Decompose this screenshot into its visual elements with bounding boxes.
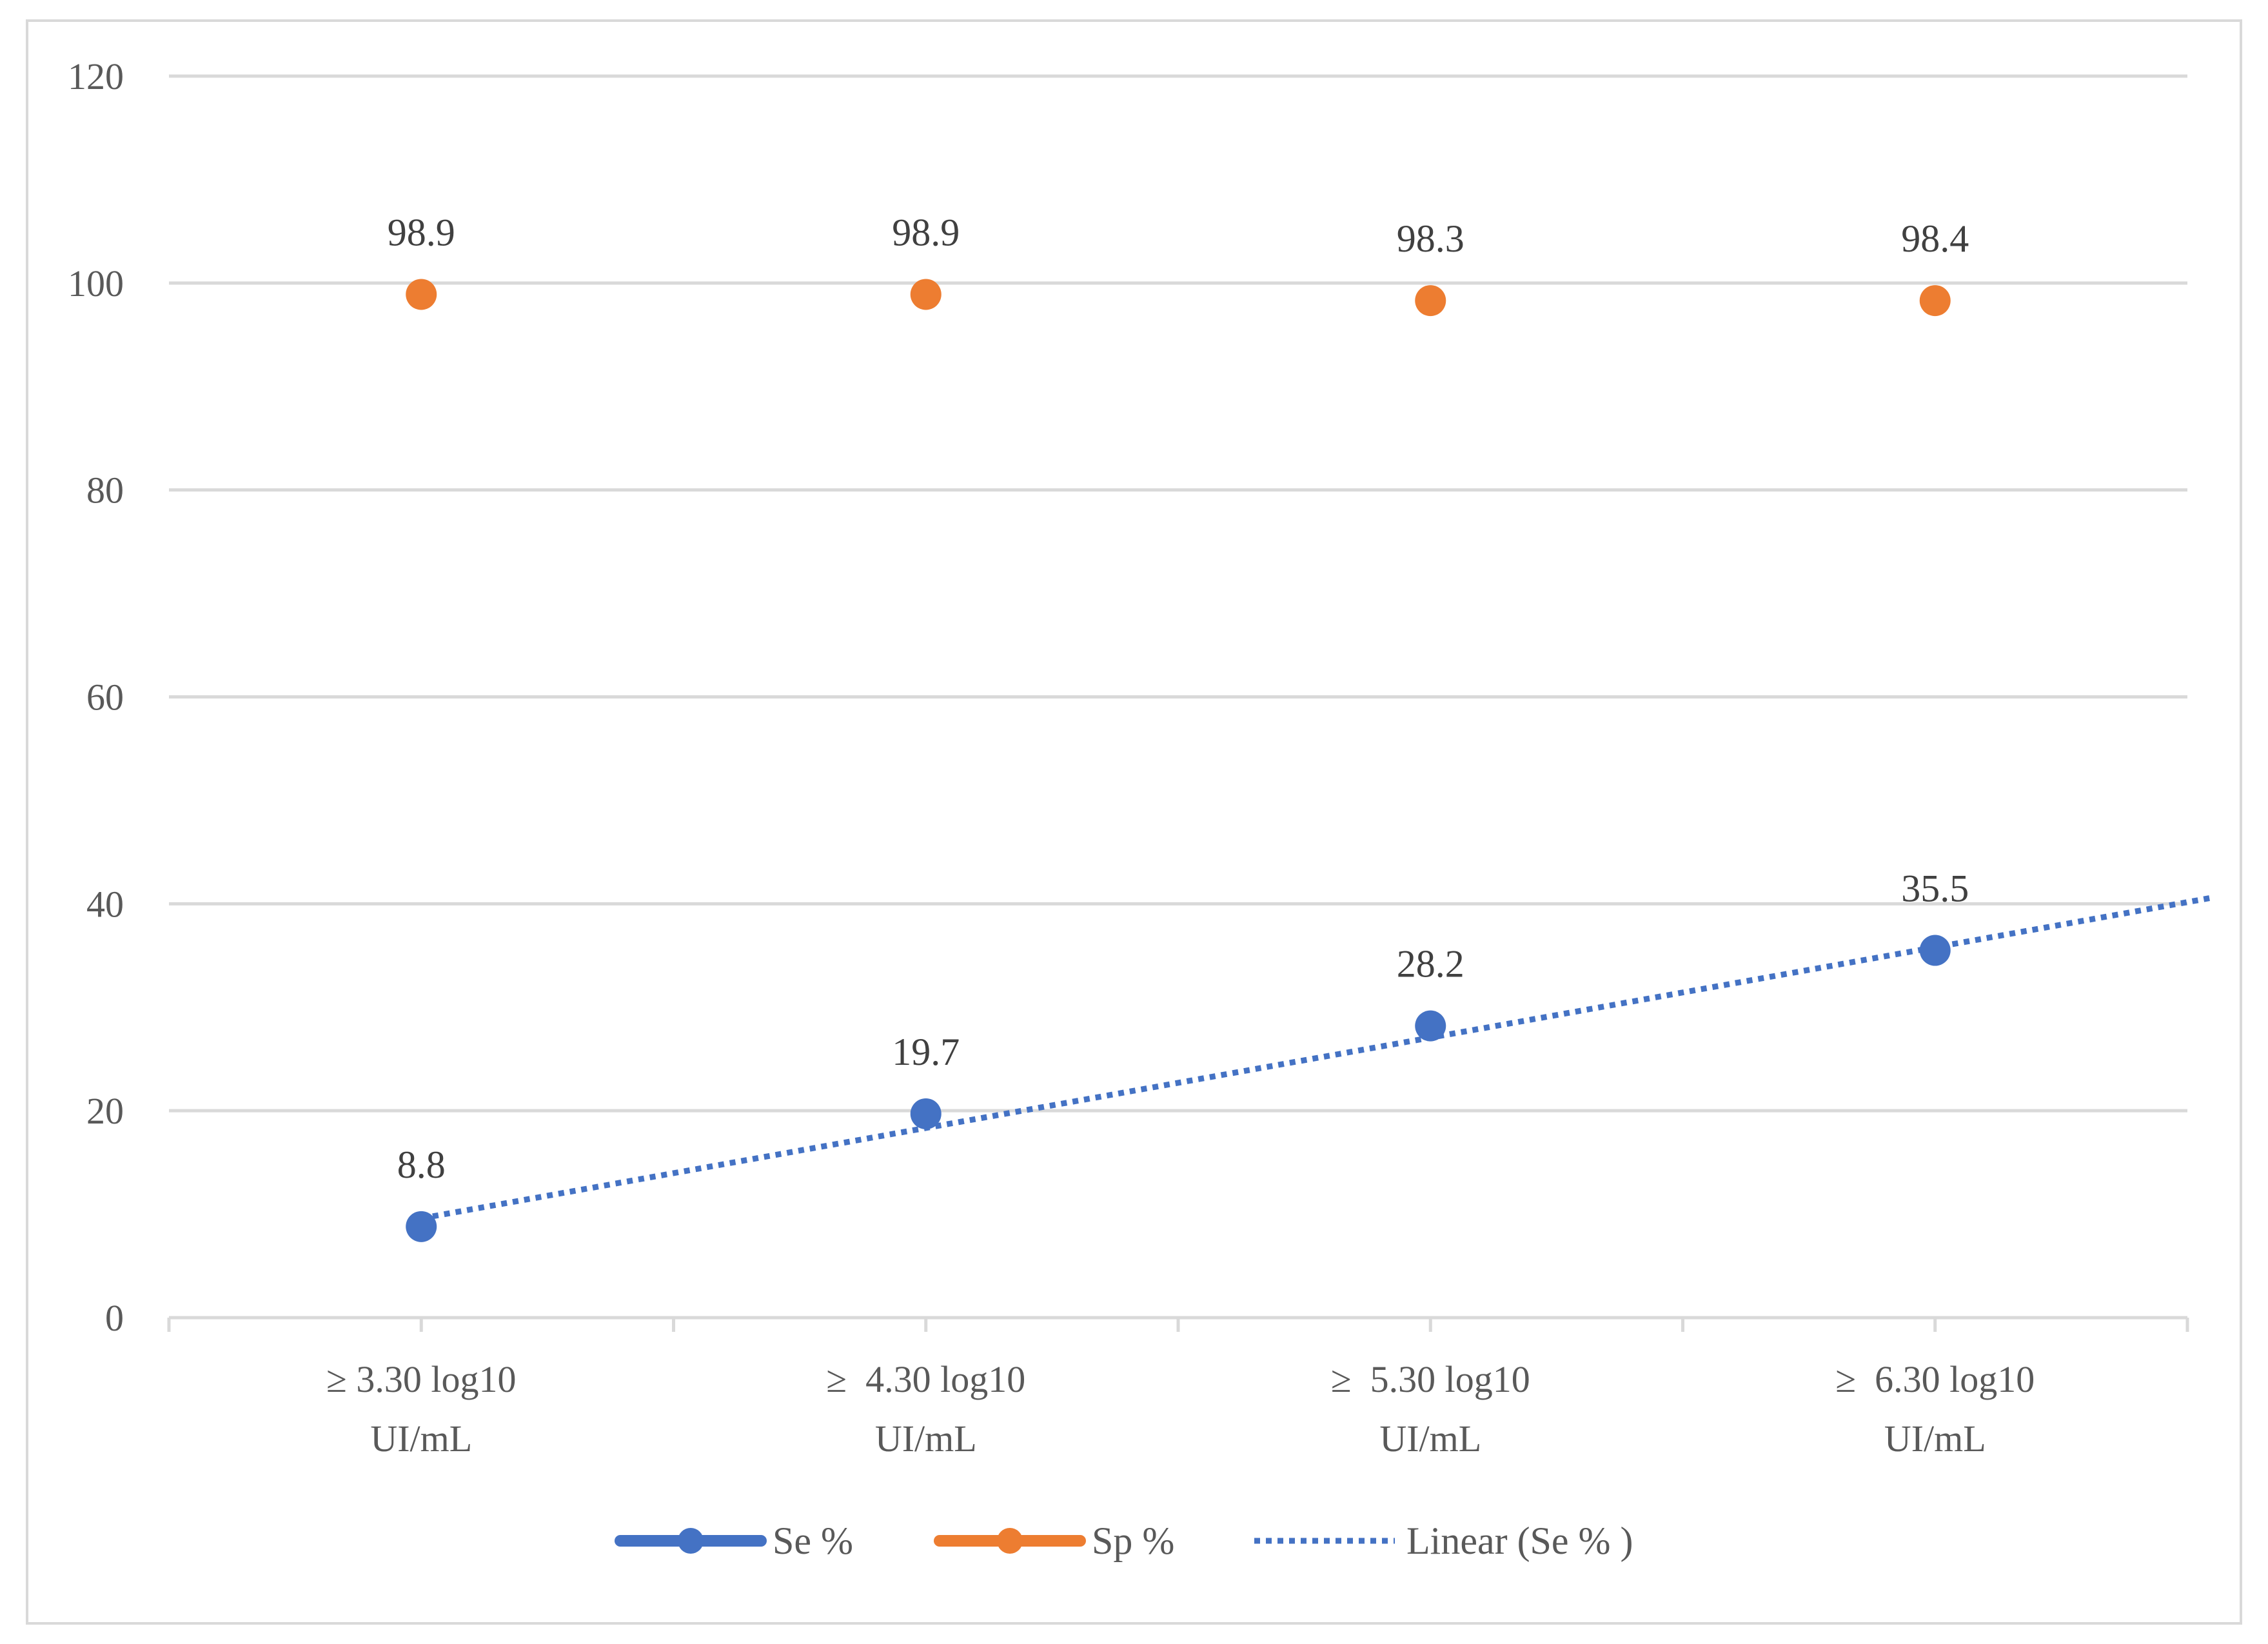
y-tick-label-120: 120 [68, 55, 124, 97]
data-label-sp-1: 98.9 [388, 211, 455, 253]
point-se-4 [1919, 935, 1951, 966]
y-tick-label-80: 80 [86, 470, 124, 511]
x-tick-label-2-line-1: ≥ 4.30 log10 [826, 1358, 1025, 1400]
y-tick-label-0: 0 [105, 1297, 124, 1339]
y-axis-tick-labels: 0 20 40 60 80 100 120 [68, 55, 124, 1339]
y-tick-label-40: 40 [86, 883, 124, 925]
point-sp-3 [1415, 285, 1446, 317]
x-tick-label-4-line-2: UI/mL [1884, 1418, 1986, 1460]
gridlines [169, 74, 2187, 1113]
legend-label-linear: Linear (Se % ) [1406, 1520, 1633, 1562]
data-label-se-4: 35.5 [1901, 867, 1969, 910]
x-axis [167, 1316, 2189, 1332]
point-sp-2 [910, 279, 942, 310]
x-tick-label-3-line-1: ≥ 5.30 log10 [1331, 1358, 1530, 1400]
y-tick-label-100: 100 [68, 262, 124, 304]
data-label-sp-4: 98.4 [1901, 217, 1969, 260]
trendline-linear-se [420, 895, 2213, 1222]
point-se-3 [1415, 1010, 1446, 1042]
x-tick-label-4-line-1: ≥ 6.30 log10 [1835, 1358, 2035, 1400]
data-points [406, 279, 1951, 1242]
data-label-sp-2: 98.9 [892, 211, 960, 253]
x-tick-label-1-line-2: UI/mL [370, 1418, 472, 1460]
legend-marker-sp [997, 1528, 1023, 1554]
point-se-1 [406, 1211, 437, 1242]
data-label-sp-3: 98.3 [1397, 217, 1464, 260]
x-axis-tick-labels: ≥ 3.30 log10 UI/mL ≥ 4.30 log10 UI/mL ≥ 5.30… [326, 1358, 2035, 1460]
x-tick-label-3-line-2: UI/mL [1379, 1418, 1481, 1460]
data-label-se-2: 19.7 [892, 1031, 960, 1073]
data-label-se-1: 8.8 [397, 1144, 446, 1186]
point-se-2 [910, 1098, 942, 1129]
y-tick-label-60: 60 [86, 677, 124, 718]
legend-marker-se [678, 1528, 704, 1554]
chart-frame [26, 19, 2242, 1625]
y-tick-label-20: 20 [86, 1090, 124, 1132]
x-tick-label-2-line-2: UI/mL [875, 1418, 977, 1460]
legend: Se % Sp % Linear (Se % ) [615, 1520, 1633, 1562]
legend-label-se: Se % [773, 1520, 853, 1562]
legend-label-sp: Sp % [1092, 1520, 1174, 1562]
x-tick-label-1-line-1: ≥ 3.30 log10 [326, 1358, 516, 1400]
trendline-group [420, 895, 2213, 1222]
data-labels: 8.8 19.7 28.2 35.5 98.9 98.9 98.3 98.4 [388, 211, 1969, 1185]
point-sp-1 [406, 279, 437, 310]
data-label-se-3: 28.2 [1397, 943, 1464, 985]
point-sp-4 [1919, 285, 1951, 317]
